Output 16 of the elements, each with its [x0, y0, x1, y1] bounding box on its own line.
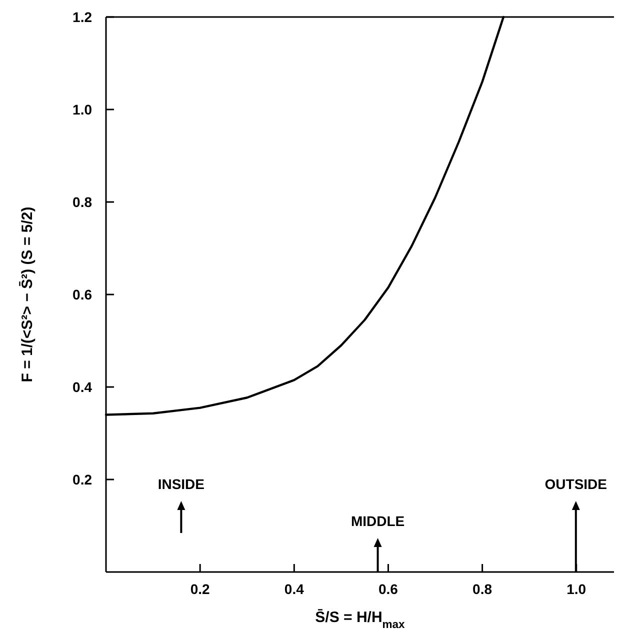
y-tick-label: 0.4: [72, 379, 92, 395]
annotation: INSIDE: [158, 476, 205, 492]
x-axis-title: S̄/S = H/H$_{max}$: [315, 609, 406, 631]
y-tick-label: 1.0: [72, 102, 92, 118]
y-tick-label: 0.8: [72, 194, 92, 210]
y-tick-label: 1.2: [72, 9, 92, 25]
y-tick-label: 0.2: [72, 472, 92, 488]
y-tick-label: 0.6: [72, 286, 92, 302]
annotation: OUTSIDE: [544, 476, 608, 492]
x-tick-label: 0.2: [190, 581, 210, 597]
x-tick-label: 0.4: [284, 581, 304, 597]
x-tick-label: 0.6: [378, 581, 398, 597]
x-tick-label: 1.0: [566, 581, 586, 597]
x-tick-label: 0.8: [472, 581, 492, 597]
y-axis-title: F = 1/(<S²> − S̄²) (S = 5/2): [19, 206, 36, 382]
annotation: MIDDLE: [350, 513, 405, 529]
